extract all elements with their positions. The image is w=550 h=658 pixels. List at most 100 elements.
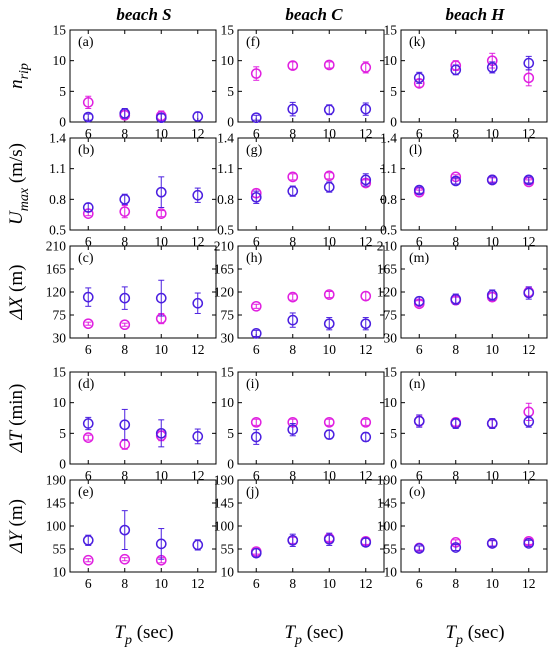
blue-marker [192,189,204,201]
y-tick-label: 165 [46,262,67,277]
blue-marker [287,424,299,436]
y-axis-label: ΔT (min) [6,384,27,454]
column-title-beach-s: beach S [116,5,171,24]
panel-a: 0 5 10 15 6 8 10 12 (a) [53,23,217,141]
x-tick-label: 8 [121,468,128,483]
y-tick-label: 210 [214,239,235,254]
magenta-marker [360,416,372,428]
blue-marker [192,539,204,551]
magenta-marker [323,416,335,428]
blue-marker [323,318,335,330]
y-tick-label: 30 [221,331,235,346]
y-tick-label: 55 [221,542,235,557]
panel-frame [237,137,385,231]
y-tick-label: 10 [53,395,67,410]
y-tick-label: 5 [227,426,234,441]
blue-marker [250,328,262,339]
magenta-marker [250,68,262,79]
y-tick-label: 10 [53,53,67,68]
y-tick-label: 5 [390,426,397,441]
y-axis-label: nrip [6,63,32,89]
magenta-marker [323,289,335,300]
y-tick-label: 100 [46,519,67,534]
x-tick-label: 12 [191,126,205,141]
y-tick-label: 15 [221,23,235,38]
panel-label: (i) [246,377,260,392]
y-tick-label: 120 [377,285,398,300]
x-tick-label: 8 [289,468,296,483]
panel-label: (d) [78,377,95,392]
y-tick-label: 10 [221,565,235,580]
x-tick-label: 12 [359,342,373,357]
x-tick-label: 10 [486,342,500,357]
magenta-marker [360,62,372,73]
panel-label: (m) [409,251,430,266]
panel-frame [69,245,217,339]
panel-grid: 0 5 10 15 6 8 10 12 (a) 0.5 0.8 1.1 1.4 6 8 10 12 (b) 30 75… [46,23,548,591]
x-tick-label: 10 [155,576,169,591]
blue-marker [523,57,535,69]
panel-label: (n) [409,377,426,392]
y-tick-label: 210 [377,239,398,254]
x-tick-label: 12 [359,576,373,591]
magenta-marker [119,553,131,565]
panel-frame [69,137,217,231]
x-tick-label: 12 [191,468,205,483]
blue-marker [360,174,372,186]
panel-g: 0.5 0.8 1.1 1.4 6 8 10 12 (g) [217,131,385,249]
y-tick-label: 1.4 [49,131,66,146]
blue-marker [82,291,94,303]
x-tick-label: 6 [416,342,423,357]
panel-frame [69,479,217,573]
y-tick-label: 1.1 [49,161,66,176]
panel-b: 0.5 0.8 1.1 1.4 6 8 10 12 (b) [49,131,217,249]
magenta-marker [119,206,131,217]
blue-marker [155,186,167,198]
blue-marker [287,185,299,197]
panel-label: (e) [78,485,94,500]
x-axis-label: Tp (sec) [114,622,173,648]
x-tick-label: 10 [486,126,500,141]
panel-label: (l) [409,143,423,158]
magenta-marker [82,554,94,566]
y-tick-label: 0.5 [380,223,397,238]
blue-marker [155,112,167,124]
blue-marker [323,533,335,545]
panel-frame [400,479,548,573]
magenta-marker [155,208,167,219]
blue-marker [192,111,204,122]
magenta-marker [250,416,262,428]
blue-marker [523,174,535,186]
x-tick-label: 6 [253,342,260,357]
x-tick-label: 6 [253,468,260,483]
y-tick-label: 1.1 [380,161,397,176]
column-title-beach-c: beach C [285,5,343,24]
x-tick-label: 10 [323,576,337,591]
magenta-marker [287,171,299,183]
x-tick-label: 8 [289,576,296,591]
blue-marker [450,175,462,187]
panel-frame [69,29,217,123]
x-tick-label: 6 [253,126,260,141]
y-tick-label: 0.8 [49,192,66,207]
blue-marker [323,181,335,193]
panel-k: 0 5 10 15 6 8 10 12 (k) [384,23,548,141]
panel-label: (b) [78,143,95,158]
y-tick-label: 5 [227,84,234,99]
blue-marker [360,537,372,548]
x-axis-labels: Tp (sec) Tp (sec) Tp (sec) [114,622,504,648]
x-tick-label: 6 [416,234,423,249]
blue-marker [413,543,425,554]
x-tick-label: 10 [323,342,337,357]
x-tick-label: 6 [253,576,260,591]
panel-frame [400,371,548,465]
column-title-beach-h: beach H [445,5,505,24]
blue-marker [486,174,498,186]
y-axis-label: Umax (m/s) [6,143,32,225]
panel-label: (f) [246,35,260,50]
y-tick-label: 10 [53,565,67,580]
x-axis-label: Tp (sec) [445,622,504,648]
y-tick-label: 190 [377,473,398,488]
y-tick-label: 30 [53,331,67,346]
